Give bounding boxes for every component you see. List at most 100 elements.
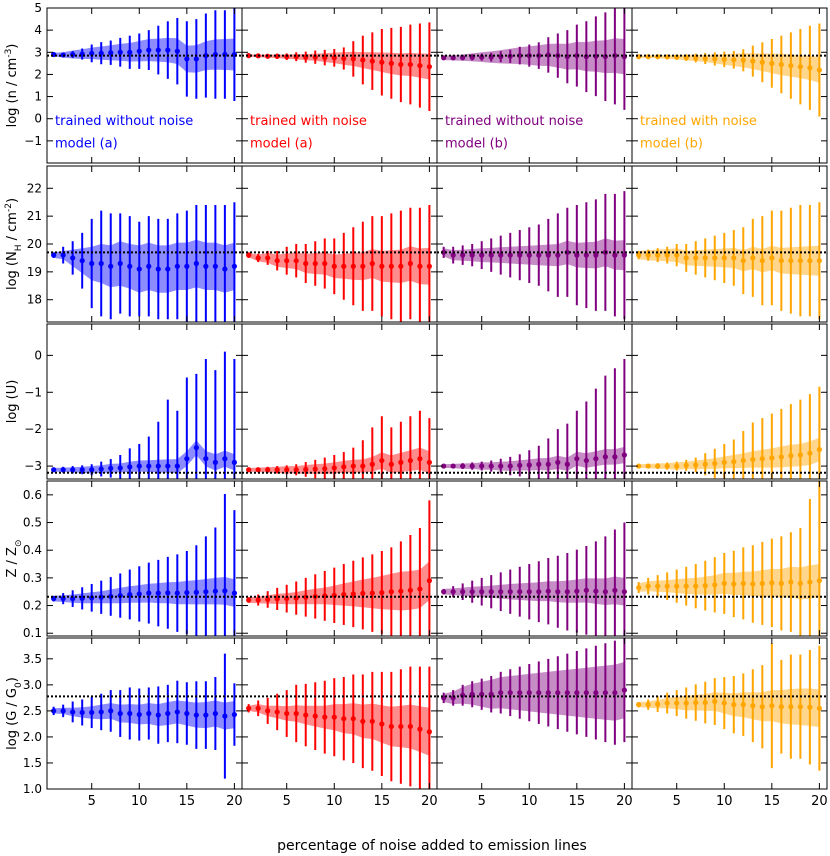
data-point — [712, 582, 718, 588]
data-point — [388, 589, 394, 595]
data-point — [807, 704, 813, 710]
data-point — [222, 456, 228, 462]
data-point — [479, 463, 485, 469]
data-point — [536, 461, 542, 467]
data-point — [265, 708, 271, 714]
uncertainty-band — [248, 51, 430, 80]
data-point — [350, 591, 356, 597]
data-point — [564, 249, 570, 255]
data-point — [360, 57, 366, 63]
x-tick-label: 10 — [716, 794, 733, 809]
data-point — [574, 690, 580, 696]
data-point — [731, 702, 737, 708]
data-point — [184, 589, 190, 596]
y-tick-label: 4 — [34, 23, 42, 37]
data-point — [702, 461, 708, 467]
data-marks — [51, 351, 237, 479]
data-point — [303, 466, 309, 473]
y-tick-label: −2 — [24, 422, 42, 436]
y-axis-label: log (U) — [5, 380, 20, 424]
data-point — [265, 596, 271, 603]
data-point — [460, 589, 466, 595]
data-point — [426, 729, 432, 735]
data-point — [174, 263, 180, 269]
data-point — [507, 252, 513, 258]
data-point — [498, 690, 504, 696]
data-point — [350, 263, 356, 269]
data-point — [274, 467, 280, 473]
data-point — [231, 711, 237, 718]
data-point — [769, 455, 775, 461]
data-point — [612, 454, 618, 460]
data-point — [246, 467, 252, 473]
data-point — [255, 705, 261, 711]
y-tick-label: −3 — [24, 459, 42, 473]
x-tick-label: 10 — [521, 794, 538, 809]
y-tick-label: 0.4 — [23, 543, 42, 557]
x-tick-label: 5 — [88, 794, 96, 809]
data-point — [388, 263, 394, 269]
data-point — [293, 258, 299, 264]
panel-label-model: model (b) — [445, 137, 508, 152]
uncertainty-band — [53, 577, 235, 607]
data-point — [612, 587, 618, 593]
x-tick-label: 20 — [226, 794, 243, 809]
data-point — [117, 49, 123, 55]
data-point — [759, 704, 765, 710]
panel-r5-c4: 5 10 15 20 — [631, 637, 828, 809]
data-point — [664, 583, 670, 589]
data-point — [498, 589, 504, 595]
data-point — [79, 258, 85, 264]
uncertainty-band — [638, 564, 820, 600]
data-point — [379, 589, 385, 596]
data-point — [426, 64, 432, 70]
data-point — [284, 54, 290, 60]
data-point — [360, 463, 366, 469]
x-tick-label: 15 — [569, 794, 586, 809]
data-point — [750, 58, 756, 64]
data-point — [155, 712, 161, 718]
data-point — [583, 457, 589, 464]
y-tick-label: 1.0 — [23, 782, 42, 796]
uncertainty-band — [443, 446, 625, 471]
data-point — [807, 65, 813, 71]
data-point — [146, 463, 152, 469]
data-point — [450, 463, 456, 469]
data-point — [450, 589, 456, 595]
data-point — [174, 590, 180, 596]
data-point — [155, 463, 161, 469]
data-point — [255, 255, 261, 261]
data-point — [460, 252, 466, 258]
data-point — [136, 266, 142, 272]
data-point — [807, 579, 813, 585]
data-point — [769, 255, 775, 261]
data-point — [426, 459, 432, 465]
data-point — [816, 67, 822, 73]
data-point — [574, 53, 580, 59]
y-tick-label: 0.5 — [23, 516, 42, 530]
data-point — [70, 467, 76, 473]
panel-r5-c3: 5 10 15 20 — [436, 637, 633, 809]
data-point — [507, 463, 513, 469]
data-point — [165, 47, 171, 53]
data-marks — [636, 202, 822, 320]
y-tick-label: 2 — [34, 67, 42, 81]
data-point — [721, 580, 727, 587]
data-point — [574, 252, 580, 258]
data-point — [460, 463, 466, 469]
panel-r3-c3 — [436, 323, 633, 480]
x-tick-label: 20 — [811, 794, 828, 809]
data-point — [693, 55, 699, 61]
data-point — [165, 590, 171, 596]
data-point — [664, 252, 670, 258]
data-point — [655, 701, 661, 707]
y-axis-label: log (n / cm-3) — [4, 44, 20, 128]
data-point — [255, 467, 261, 473]
y-tick-label: 20 — [27, 237, 42, 251]
data-point — [602, 589, 608, 595]
data-point — [488, 589, 494, 595]
data-point — [127, 464, 133, 470]
data-point — [488, 252, 494, 258]
data-point — [636, 702, 642, 708]
data-point — [526, 690, 532, 696]
